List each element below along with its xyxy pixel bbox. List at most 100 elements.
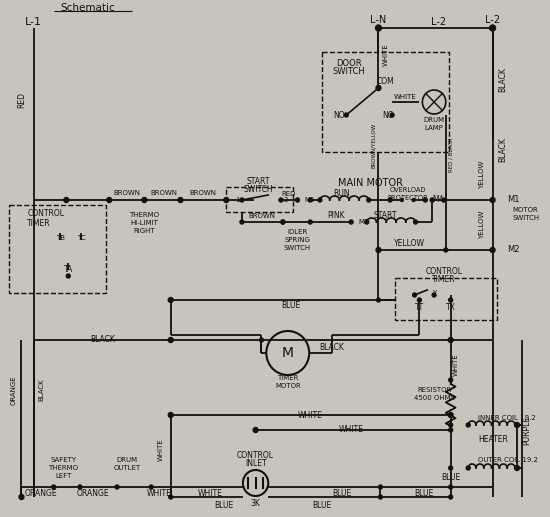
- Text: L-N: L-N: [370, 15, 387, 25]
- Text: RUN: RUN: [333, 189, 350, 197]
- Circle shape: [168, 413, 173, 418]
- Circle shape: [442, 198, 446, 202]
- Text: WHITE: WHITE: [298, 410, 323, 419]
- Text: PINK: PINK: [328, 210, 345, 220]
- Circle shape: [115, 485, 119, 489]
- Circle shape: [449, 423, 453, 427]
- Text: WHITE: WHITE: [382, 43, 388, 66]
- Text: PURPLE: PURPLE: [522, 416, 531, 445]
- Circle shape: [449, 485, 453, 489]
- Text: M6: M6: [358, 219, 368, 225]
- Text: RED / BLACK: RED / BLACK: [448, 138, 453, 172]
- Text: CONTROL: CONTROL: [28, 209, 64, 219]
- Text: BLUE: BLUE: [312, 500, 332, 509]
- Text: BROWN/YELLOW: BROWN/YELLOW: [371, 123, 376, 168]
- Circle shape: [388, 198, 392, 202]
- Text: DOOR: DOOR: [337, 58, 362, 68]
- Text: 3K: 3K: [251, 498, 261, 508]
- Text: RED: RED: [282, 191, 296, 197]
- Text: TB: TB: [56, 235, 65, 241]
- Circle shape: [344, 113, 348, 117]
- Text: BROWN: BROWN: [189, 190, 216, 196]
- Text: BLACK: BLACK: [38, 378, 44, 401]
- Circle shape: [444, 248, 448, 252]
- Text: BLACK: BLACK: [498, 138, 507, 162]
- Text: INNER COIL 19.2: INNER COIL 19.2: [478, 415, 536, 421]
- Text: NO: NO: [334, 111, 345, 119]
- Circle shape: [376, 85, 381, 90]
- Text: L-1: L-1: [24, 17, 41, 27]
- Text: WHITE: WHITE: [339, 425, 364, 434]
- Text: START: START: [247, 176, 270, 186]
- Circle shape: [295, 198, 299, 202]
- Circle shape: [449, 495, 453, 499]
- Text: PROTECTOR: PROTECTOR: [387, 195, 428, 201]
- Text: M5: M5: [304, 197, 315, 203]
- Text: SWITCH: SWITCH: [284, 245, 311, 251]
- Circle shape: [308, 198, 312, 202]
- Circle shape: [318, 198, 322, 202]
- Text: 4500 OHMS: 4500 OHMS: [414, 395, 455, 401]
- Circle shape: [378, 495, 382, 499]
- Circle shape: [149, 485, 153, 489]
- Text: COM: COM: [376, 78, 394, 86]
- Circle shape: [400, 199, 403, 202]
- Text: L-2: L-2: [431, 17, 447, 27]
- Text: INLET: INLET: [245, 459, 266, 467]
- Text: MOTOR: MOTOR: [512, 207, 538, 213]
- Circle shape: [178, 197, 183, 203]
- Circle shape: [424, 198, 427, 202]
- Text: SWITCH: SWITCH: [244, 186, 273, 194]
- Circle shape: [376, 25, 381, 31]
- Text: THERMO: THERMO: [48, 465, 79, 471]
- Circle shape: [349, 220, 353, 224]
- Text: THERMO: THERMO: [129, 212, 160, 218]
- Text: WHITE: WHITE: [146, 489, 172, 497]
- Text: BLUE: BLUE: [441, 474, 460, 482]
- Circle shape: [515, 465, 519, 470]
- Text: 1: 1: [235, 197, 239, 203]
- Text: SWITCH: SWITCH: [333, 68, 366, 77]
- Text: YELLOW: YELLOW: [394, 238, 425, 248]
- Circle shape: [449, 466, 453, 470]
- Text: M4: M4: [432, 195, 444, 205]
- Text: TA: TA: [64, 266, 73, 275]
- Circle shape: [376, 248, 381, 252]
- Bar: [322, 52, 449, 152]
- Text: CONTROL: CONTROL: [237, 450, 274, 460]
- Text: HEATER: HEATER: [478, 435, 508, 445]
- Bar: [226, 187, 293, 212]
- Circle shape: [449, 428, 453, 432]
- Circle shape: [168, 297, 173, 302]
- Text: BLACK: BLACK: [498, 68, 507, 93]
- Circle shape: [430, 198, 434, 202]
- Circle shape: [378, 485, 382, 489]
- Text: BLUE: BLUE: [415, 489, 434, 497]
- Text: BLACK: BLACK: [319, 343, 344, 353]
- Circle shape: [390, 113, 394, 117]
- Circle shape: [67, 274, 70, 278]
- Text: L-2: L-2: [485, 15, 500, 25]
- Text: TX: TX: [446, 302, 455, 312]
- Text: HI-LIMIT: HI-LIMIT: [130, 220, 158, 226]
- Text: SAFETY: SAFETY: [51, 457, 76, 463]
- Circle shape: [412, 293, 416, 297]
- Circle shape: [142, 197, 147, 203]
- Text: YELLOW: YELLOW: [479, 161, 485, 189]
- Circle shape: [224, 197, 229, 203]
- Text: TIMER: TIMER: [277, 375, 299, 381]
- Text: MAIN MOTOR: MAIN MOTOR: [338, 178, 403, 188]
- Text: Schematic: Schematic: [60, 3, 115, 13]
- Text: M2: M2: [507, 246, 520, 254]
- Text: M1: M1: [507, 195, 520, 205]
- Text: M: M: [282, 346, 294, 360]
- Text: ORANGE: ORANGE: [25, 489, 57, 497]
- Circle shape: [240, 198, 244, 202]
- Text: TIMER: TIMER: [28, 219, 51, 227]
- Text: NC: NC: [382, 111, 393, 119]
- Text: ORANGE: ORANGE: [10, 375, 16, 405]
- Circle shape: [448, 413, 453, 418]
- Text: DRUM: DRUM: [424, 117, 444, 123]
- Text: 2: 2: [284, 197, 288, 203]
- Circle shape: [448, 338, 453, 342]
